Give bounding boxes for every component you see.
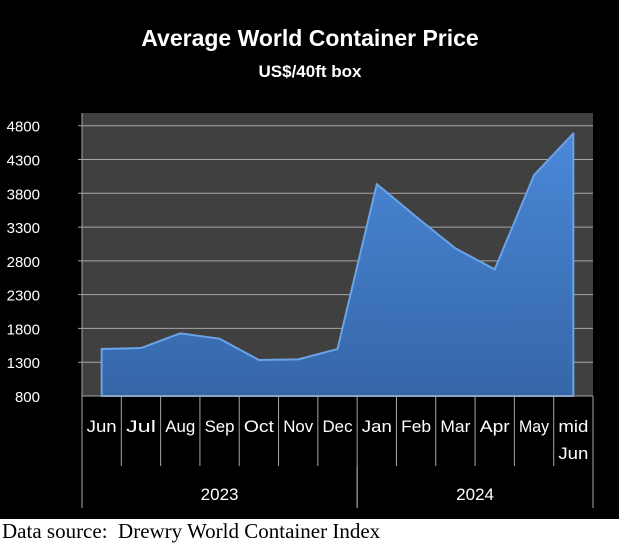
data-point [218,337,221,340]
data-point [533,174,536,177]
data-point [297,358,300,361]
data-point [415,215,418,218]
y-tick-label: 2300 [7,288,40,305]
y-tick-label: 4300 [7,152,40,169]
y-tick-label: 3300 [7,220,40,237]
x-category-label: Feb [401,417,431,436]
data-point [572,132,575,135]
x-category-label: Jul [126,417,156,436]
data-point [139,347,142,350]
data-point [454,247,457,250]
x-category-label: Aug [165,417,195,436]
data-point [493,268,496,271]
data-point [257,358,260,361]
x-category-label: Jan [362,417,392,436]
x-category-label: Jun [558,444,588,463]
chart-subtitle: US$/40ft box [259,62,363,81]
y-tick-label: 1800 [7,321,40,338]
area-chart: Average World Container Price US$/40ft bo… [0,0,619,519]
y-tick-label: 2800 [7,254,40,271]
y-tick-label: 800 [15,389,40,406]
data-point [179,332,182,335]
data-point [336,348,339,351]
x-category-label: Nov [283,417,313,436]
x-category-label: mid [558,417,588,436]
x-category-label: Dec [323,417,353,436]
x-category-label: Apr [480,417,510,436]
y-tick-label: 4800 [7,119,40,136]
x-group-label: 2023 [201,485,239,504]
data-point [375,183,378,186]
chart-title: Average World Container Price [141,25,478,51]
x-category-label: Jun [87,417,117,436]
x-category-label: May [519,417,549,436]
data-source-note: Data source: Drewry World Container Inde… [2,519,381,543]
y-tick-label: 3800 [7,186,40,203]
y-tick-label: 1300 [7,355,40,372]
x-group-label: 2024 [456,485,494,504]
x-category-label: Sep [205,417,235,436]
area-series [100,132,575,397]
data-point [100,348,103,351]
x-category-label: Mar [440,417,470,436]
x-category-label: Oct [244,417,274,436]
